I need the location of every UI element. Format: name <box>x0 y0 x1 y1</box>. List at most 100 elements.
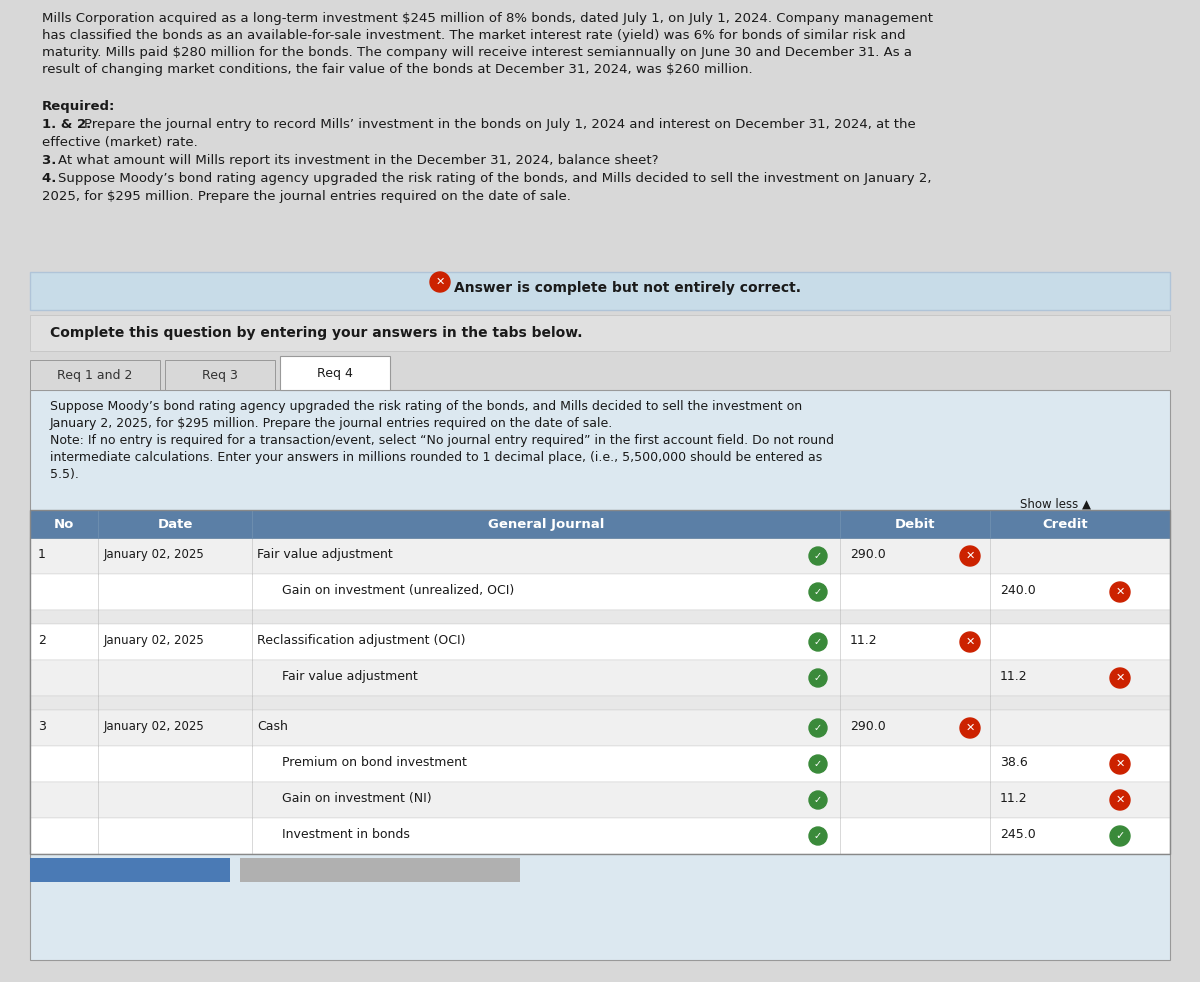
Circle shape <box>1110 582 1130 602</box>
Circle shape <box>960 718 980 738</box>
Circle shape <box>809 633 827 651</box>
Text: 11.2: 11.2 <box>850 634 877 647</box>
Text: Show less ▲: Show less ▲ <box>1020 498 1091 511</box>
Circle shape <box>809 755 827 773</box>
Text: 1. & 2.: 1. & 2. <box>42 118 96 131</box>
Bar <box>30 610 1170 624</box>
Text: 11.2: 11.2 <box>1000 670 1027 683</box>
Text: 11.2: 11.2 <box>1000 792 1027 805</box>
Text: Credit: Credit <box>1042 518 1088 531</box>
Circle shape <box>960 546 980 566</box>
Circle shape <box>809 719 827 737</box>
Text: ✕: ✕ <box>965 637 974 647</box>
Bar <box>30 696 1170 710</box>
Text: Required:: Required: <box>42 100 115 113</box>
Text: ✓: ✓ <box>1115 831 1124 841</box>
Bar <box>30 660 1170 696</box>
Text: ✕: ✕ <box>436 277 445 287</box>
Bar <box>30 624 1170 660</box>
Text: Req 3: Req 3 <box>202 369 238 382</box>
Text: effective (market) rate.: effective (market) rate. <box>42 136 198 149</box>
Text: 245.0: 245.0 <box>1000 828 1036 841</box>
Text: intermediate calculations. Enter your answers in millions rounded to 1 decimal p: intermediate calculations. Enter your an… <box>50 451 822 464</box>
Text: Req 1 and 2: Req 1 and 2 <box>58 369 133 382</box>
Text: At what amount will Mills report its investment in the December 31, 2024, balanc: At what amount will Mills report its inv… <box>58 154 659 167</box>
Text: ✓: ✓ <box>814 551 822 561</box>
Circle shape <box>809 547 827 565</box>
Text: January 2, 2025, for $295 million. Prepare the journal entries required on the d: January 2, 2025, for $295 million. Prepa… <box>50 417 613 430</box>
Text: Date: Date <box>157 518 193 531</box>
Text: Suppose Moody’s bond rating agency upgraded the risk rating of the bonds, and Mi: Suppose Moody’s bond rating agency upgra… <box>58 172 931 185</box>
Text: has classified the bonds as an available-for-sale investment. The market interes: has classified the bonds as an available… <box>42 29 906 42</box>
Text: maturity. Mills paid $280 million for the bonds. The company will receive intere: maturity. Mills paid $280 million for th… <box>42 46 912 59</box>
Text: Answer is complete but not entirely correct.: Answer is complete but not entirely corr… <box>454 281 802 295</box>
Circle shape <box>1110 754 1130 774</box>
Bar <box>30 574 1170 610</box>
Bar <box>30 538 1170 574</box>
Text: 3: 3 <box>38 720 46 733</box>
Text: Cash: Cash <box>257 720 288 733</box>
Text: Req 4: Req 4 <box>317 367 353 380</box>
Text: 4.: 4. <box>42 172 61 185</box>
Circle shape <box>960 632 980 652</box>
Text: ✓: ✓ <box>814 795 822 805</box>
Circle shape <box>430 272 450 292</box>
Bar <box>30 390 1170 960</box>
Bar <box>166 360 275 390</box>
Text: ✕: ✕ <box>965 723 974 733</box>
Bar <box>30 858 230 882</box>
Text: Premium on bond investment: Premium on bond investment <box>282 756 467 769</box>
Text: 1: 1 <box>38 548 46 561</box>
Circle shape <box>1110 668 1130 688</box>
Text: ✓: ✓ <box>814 673 822 683</box>
Text: Gain on investment (NI): Gain on investment (NI) <box>282 792 432 805</box>
Text: No: No <box>54 518 74 531</box>
Bar <box>280 356 390 390</box>
Circle shape <box>1110 790 1130 810</box>
Text: Suppose Moody’s bond rating agency upgraded the risk rating of the bonds, and Mi: Suppose Moody’s bond rating agency upgra… <box>50 400 802 413</box>
Bar <box>240 858 520 882</box>
Circle shape <box>809 669 827 687</box>
Bar <box>30 510 1170 854</box>
Circle shape <box>1110 826 1130 846</box>
Text: 2025, for $295 million. Prepare the journal entries required on the date of sale: 2025, for $295 million. Prepare the jour… <box>42 190 571 203</box>
Text: Prepare the journal entry to record Mills’ investment in the bonds on July 1, 20: Prepare the journal entry to record Mill… <box>84 118 916 131</box>
Text: 5.5).: 5.5). <box>50 468 79 481</box>
Text: ✓: ✓ <box>814 587 822 597</box>
Text: January 02, 2025: January 02, 2025 <box>104 720 205 733</box>
Text: ✓: ✓ <box>814 759 822 769</box>
Text: ✕: ✕ <box>1115 795 1124 805</box>
Text: ✕: ✕ <box>1115 673 1124 683</box>
Circle shape <box>809 827 827 845</box>
Circle shape <box>809 583 827 601</box>
Text: Complete this question by entering your answers in the tabs below.: Complete this question by entering your … <box>50 326 582 340</box>
Text: ✕: ✕ <box>1115 759 1124 769</box>
Text: Note: If no entry is required for a transaction/event, select “No journal entry : Note: If no entry is required for a tran… <box>50 434 834 447</box>
Bar <box>30 782 1170 818</box>
Text: Reclassification adjustment (OCI): Reclassification adjustment (OCI) <box>257 634 466 647</box>
Text: General Journal: General Journal <box>488 518 604 531</box>
Circle shape <box>809 791 827 809</box>
Text: Mills Corporation acquired as a long-term investment $245 million of 8% bonds, d: Mills Corporation acquired as a long-ter… <box>42 12 934 25</box>
Text: 290.0: 290.0 <box>850 548 886 561</box>
Text: 3.: 3. <box>42 154 61 167</box>
Text: result of changing market conditions, the fair value of the bonds at December 31: result of changing market conditions, th… <box>42 63 752 76</box>
Bar <box>30 818 1170 854</box>
Text: January 02, 2025: January 02, 2025 <box>104 548 205 561</box>
Bar <box>30 746 1170 782</box>
Bar <box>30 360 160 390</box>
Text: ✓: ✓ <box>814 831 822 841</box>
Bar <box>30 272 1170 310</box>
Text: January 02, 2025: January 02, 2025 <box>104 634 205 647</box>
Text: 290.0: 290.0 <box>850 720 886 733</box>
Text: 2: 2 <box>38 634 46 647</box>
Text: ✕: ✕ <box>965 551 974 561</box>
Text: 240.0: 240.0 <box>1000 584 1036 597</box>
Text: Fair value adjustment: Fair value adjustment <box>257 548 392 561</box>
Bar <box>30 510 1170 538</box>
Bar <box>30 315 1170 351</box>
Text: ✕: ✕ <box>1115 587 1124 597</box>
Text: Investment in bonds: Investment in bonds <box>282 828 410 841</box>
Text: 38.6: 38.6 <box>1000 756 1027 769</box>
Text: Debit: Debit <box>895 518 935 531</box>
